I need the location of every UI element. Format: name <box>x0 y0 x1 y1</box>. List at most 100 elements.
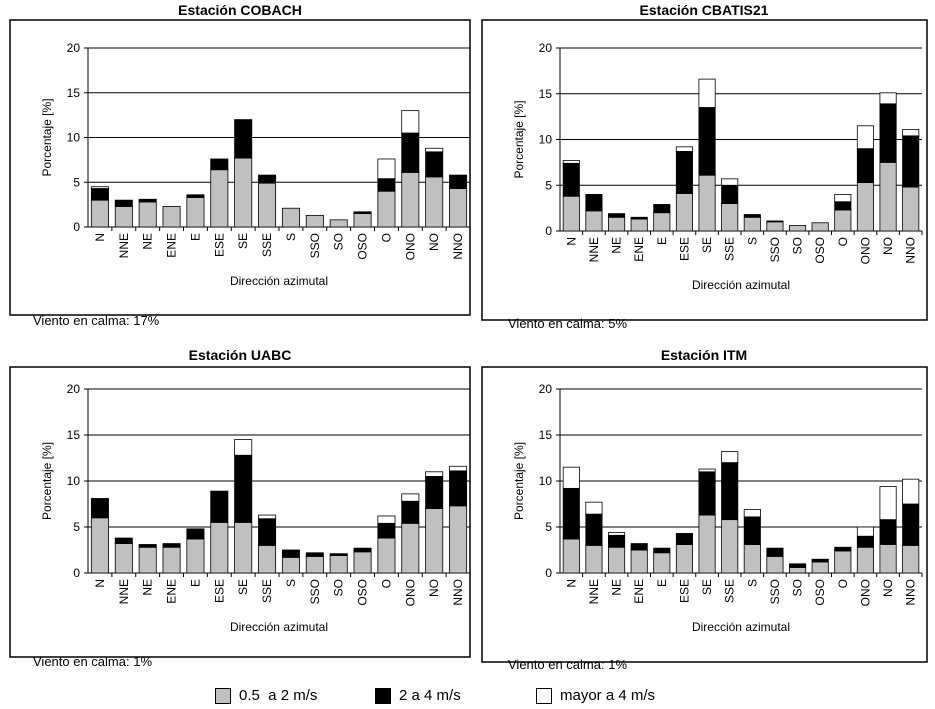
bar-se-series-3 <box>698 468 716 473</box>
bar-ene-series-1 <box>630 549 648 574</box>
bar-se-series-1 <box>698 514 716 574</box>
bar-se-series-2 <box>234 454 253 523</box>
bar-n-series-1 <box>90 517 109 574</box>
chart-panel-2: Estación CBATIS21 0 5 10 15 20 Porcentaje [%] N… <box>481 2 928 331</box>
x-tick-label: NNE <box>587 579 601 604</box>
legend-swatch-mid <box>375 687 391 704</box>
bar-ono-series-1 <box>401 172 420 228</box>
y-tick-label: 5 <box>73 175 80 189</box>
x-tick-label: E <box>188 579 202 587</box>
bar-sso-series-2 <box>766 220 784 223</box>
legend-label-low: 0.5 a 2 m/s <box>239 687 318 704</box>
bar-ene-series-2 <box>630 216 648 220</box>
y-tick-label: 10 <box>67 474 81 488</box>
bar-s-series-2 <box>743 516 761 545</box>
bar-se-series-1 <box>698 174 716 232</box>
y-axis-label: Porcentaje [%] <box>40 98 54 176</box>
x-tick-label: NNO <box>904 237 918 264</box>
y-tick-label: 10 <box>539 474 553 488</box>
x-tick-label: S <box>745 579 759 587</box>
bar-ono-series-3 <box>856 125 874 150</box>
x-tick-label: NNE <box>117 579 131 604</box>
bar-o-series-2 <box>834 546 852 552</box>
x-tick-label: ESE <box>677 579 691 603</box>
x-tick-label: ONO <box>858 579 872 606</box>
bar-ese-series-1 <box>675 544 693 574</box>
x-tick-label: SE <box>700 237 714 253</box>
bar-no-series-2 <box>879 519 897 545</box>
bar-no-series-1 <box>879 161 897 232</box>
x-tick-label: ESE <box>212 233 226 257</box>
y-tick-label: 15 <box>539 87 553 101</box>
bar-n-series-3 <box>562 160 580 164</box>
bar-nno-series-1 <box>449 505 468 574</box>
bar-s-series-1 <box>281 207 300 228</box>
x-tick-label: N <box>93 233 107 242</box>
bar-nno-series-2 <box>902 135 920 188</box>
bar-no-series-3 <box>879 92 897 105</box>
chart-panel-3: Estación UABC 0 5 10 15 20 Porcentaje [%] N NNE N… <box>9 347 471 669</box>
bar-sso-series-1 <box>305 556 324 574</box>
y-tick-label: 20 <box>67 41 81 55</box>
x-tick-label: S <box>284 233 298 241</box>
bar-ene-series-1 <box>162 546 181 574</box>
bar-oso-series-2 <box>353 211 372 214</box>
legend-swatch-high <box>536 687 552 704</box>
bar-n-series-2 <box>562 487 580 540</box>
x-tick-label: SSE <box>723 237 737 261</box>
bar-no-series-2 <box>425 151 444 178</box>
chart-frame <box>481 19 928 321</box>
bar-e-series-1 <box>653 212 671 232</box>
bar-o-series-1 <box>834 550 852 574</box>
chart-title: Estación ITM <box>661 347 747 363</box>
bar-sse-series-3 <box>721 451 739 463</box>
x-tick-label: NNO <box>904 579 918 606</box>
chart-title: Estación CBATIS21 <box>640 2 769 18</box>
bar-e-series-2 <box>653 204 671 214</box>
bar-sse-series-1 <box>721 203 739 232</box>
x-tick-label: ONO <box>858 237 872 264</box>
bar-n-series-3 <box>562 466 580 489</box>
x-tick-label: N <box>93 579 107 588</box>
bar-o-series-2 <box>377 522 396 539</box>
bar-nno-series-1 <box>902 186 920 232</box>
bar-nne-series-1 <box>114 543 133 574</box>
bar-ese-series-2 <box>675 150 693 194</box>
chart-title: Estación COBACH <box>178 2 302 18</box>
bar-s-series-3 <box>743 509 761 518</box>
bar-ono-series-3 <box>401 110 420 134</box>
x-tick-label: SO <box>791 237 805 254</box>
bar-n-series-1 <box>562 195 580 232</box>
x-tick-label: ENE <box>632 579 646 604</box>
bar-ono-series-1 <box>401 522 420 574</box>
y-tick-label: 10 <box>67 131 81 145</box>
x-tick-label: NE <box>141 579 155 596</box>
x-tick-label: SO <box>791 579 805 596</box>
bar-nno-series-3 <box>902 129 920 137</box>
bar-ono-series-2 <box>401 500 420 524</box>
x-tick-label: SSE <box>723 579 737 603</box>
bar-nno-series-1 <box>449 188 468 228</box>
x-axis-label: Dirección azimutal <box>230 274 328 288</box>
x-tick-label: NE <box>610 579 624 596</box>
bar-e-series-1 <box>186 197 205 228</box>
bar-oso-series-1 <box>353 213 372 228</box>
bar-ese-series-2 <box>675 533 693 545</box>
y-tick-label: 20 <box>539 382 553 396</box>
bar-no-series-1 <box>425 508 444 574</box>
x-tick-label: O <box>836 579 850 588</box>
bar-nno-series-2 <box>449 174 468 189</box>
x-tick-label: SSE <box>260 579 274 603</box>
x-tick-label: ESE <box>677 237 691 261</box>
x-tick-label: O <box>379 233 393 242</box>
bar-no-series-2 <box>879 103 897 163</box>
bar-sso-series-1 <box>305 214 324 228</box>
x-tick-label: NO <box>881 237 895 255</box>
bar-ono-series-1 <box>856 546 874 574</box>
y-tick-label: 0 <box>545 566 552 580</box>
x-tick-label: OSO <box>813 579 827 606</box>
chart-panel-4: Estación ITM 0 5 10 15 20 Porcentaje [%] N NNE NE… <box>481 347 928 672</box>
calm-wind-note: Viento en calma: 1% <box>508 657 627 672</box>
bar-sso-series-1 <box>766 556 784 574</box>
bar-sso-series-1 <box>766 221 784 232</box>
